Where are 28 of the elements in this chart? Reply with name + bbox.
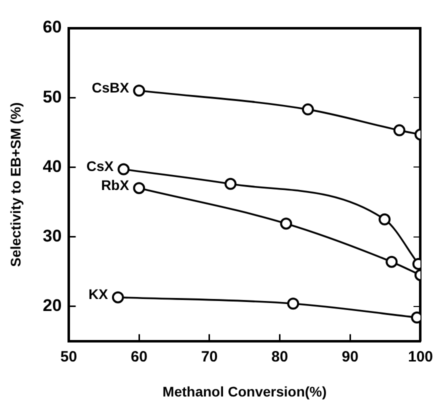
point — [393, 124, 406, 136]
y-tick-label: 50 — [42, 87, 62, 106]
x-tick-label: 70 — [201, 348, 218, 366]
series-label: RbX — [101, 176, 130, 193]
y-tick-label: 20 — [42, 296, 62, 316]
point — [302, 103, 314, 116]
point — [224, 178, 237, 190]
y-axis-title: Selectivity to EB+SM (%) — [7, 102, 24, 267]
x-tick-label: 50 — [60, 348, 78, 366]
x-tick-label: 100 — [408, 348, 433, 366]
y-tick-label: 40 — [42, 156, 62, 176]
point — [287, 298, 300, 310]
point — [133, 84, 146, 97]
point — [378, 213, 391, 226]
y-tick-label: 30 — [42, 226, 62, 246]
point — [133, 182, 146, 194]
x-axis-title: Methanol Conversion(%) — [162, 383, 327, 400]
x-tick-label: 90 — [342, 348, 358, 366]
series-label: CsX — [86, 158, 114, 174]
series-label: CsBX — [92, 80, 130, 96]
y-tick-label: 60 — [42, 18, 62, 37]
point — [280, 218, 292, 230]
point — [386, 256, 398, 268]
series-label: KX — [88, 286, 109, 302]
x-tick-label: 60 — [130, 348, 148, 366]
point — [112, 291, 124, 304]
point — [118, 163, 130, 176]
x-tick-label: 80 — [271, 348, 288, 366]
